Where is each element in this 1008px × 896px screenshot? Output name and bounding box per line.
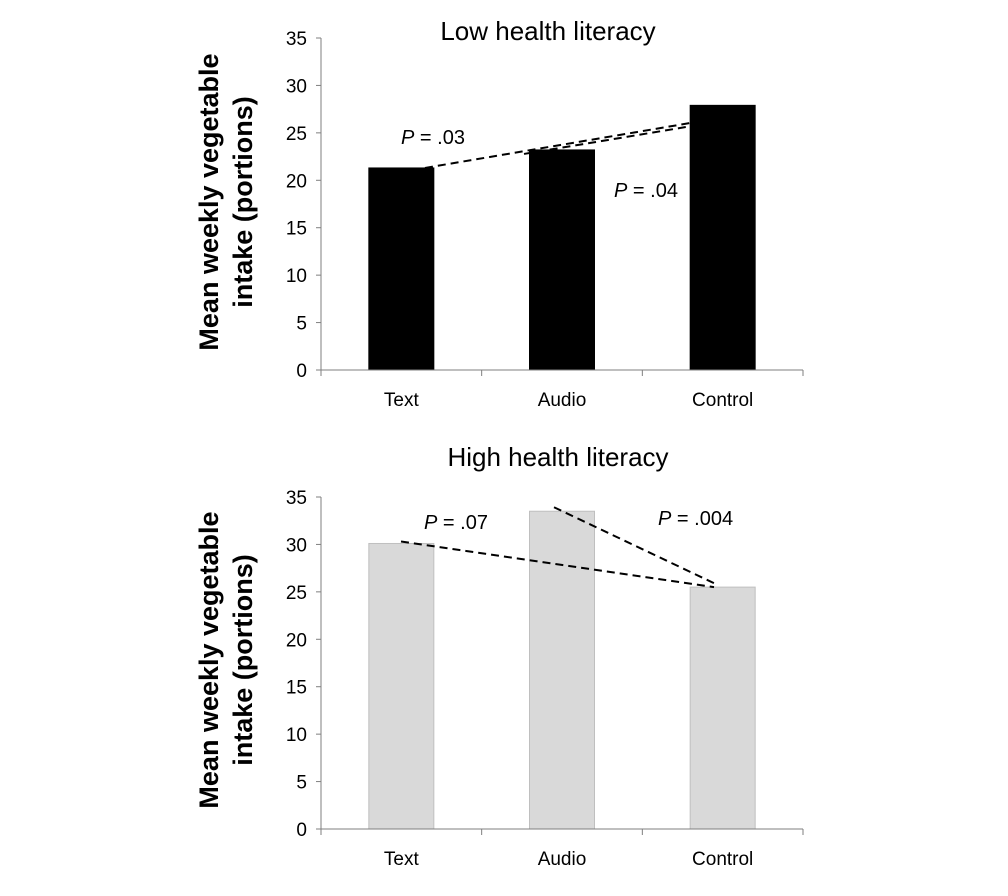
annotation-p-value: P = .04	[614, 180, 678, 202]
y-tick-label: 20	[286, 171, 307, 192]
chart-title: High health literacy	[447, 442, 668, 472]
comparison-line	[400, 540, 715, 589]
y-tick-label: 0	[296, 820, 307, 841]
y-tick-label: 25	[286, 583, 307, 604]
chart-low-literacy: Low health literacy Mean weekly vegetabl…	[194, 16, 804, 411]
y-axis-label-line2: intake (portions)	[228, 554, 258, 766]
y-tick-label: 10	[286, 266, 307, 287]
bar-text	[368, 167, 435, 371]
annotation-p-value: P = .03	[401, 127, 465, 149]
y-axis-label-line1: Mean weekly vegetable	[194, 53, 224, 350]
y-tick-label: 30	[286, 76, 307, 97]
x-tick-label: Control	[692, 849, 753, 870]
comparison-line	[553, 506, 717, 586]
bar-control	[689, 586, 756, 830]
bar-audio	[529, 510, 595, 830]
comparison-line	[424, 121, 695, 169]
y-tick-label: 10	[286, 725, 307, 746]
x-tick-label: Text	[384, 849, 420, 870]
chart-title: Low health literacy	[440, 16, 655, 46]
y-tick-label: 30	[286, 535, 307, 556]
y-tick-label: 35	[286, 488, 307, 509]
y-tick-label: 25	[286, 124, 307, 145]
bar-audio	[529, 149, 595, 371]
y-tick-label: 0	[296, 361, 307, 382]
annotation-p-value: P = .004	[658, 508, 733, 530]
y-tick-label: 5	[296, 773, 307, 794]
chart-high-literacy: High health literacy Mean weekly vegetab…	[194, 442, 804, 870]
x-tick-label: Audio	[538, 390, 587, 411]
y-tick-label: 15	[286, 219, 307, 240]
x-tick-label: Audio	[538, 849, 587, 870]
y-tick-label: 20	[286, 630, 307, 651]
annotation-p-value: P = .07	[424, 512, 488, 534]
y-axis-label-line2: intake (portions)	[228, 96, 258, 308]
y-tick-label: 5	[296, 314, 307, 335]
bar-text	[368, 542, 435, 830]
x-tick-label: Control	[692, 390, 753, 411]
x-tick-label: Text	[384, 390, 420, 411]
y-tick-label: 15	[286, 678, 307, 699]
y-axis-label-line1: Mean weekly vegetable	[194, 511, 224, 808]
bar-control	[689, 104, 756, 371]
comparison-line	[523, 124, 697, 155]
y-tick-label: 35	[286, 29, 307, 50]
